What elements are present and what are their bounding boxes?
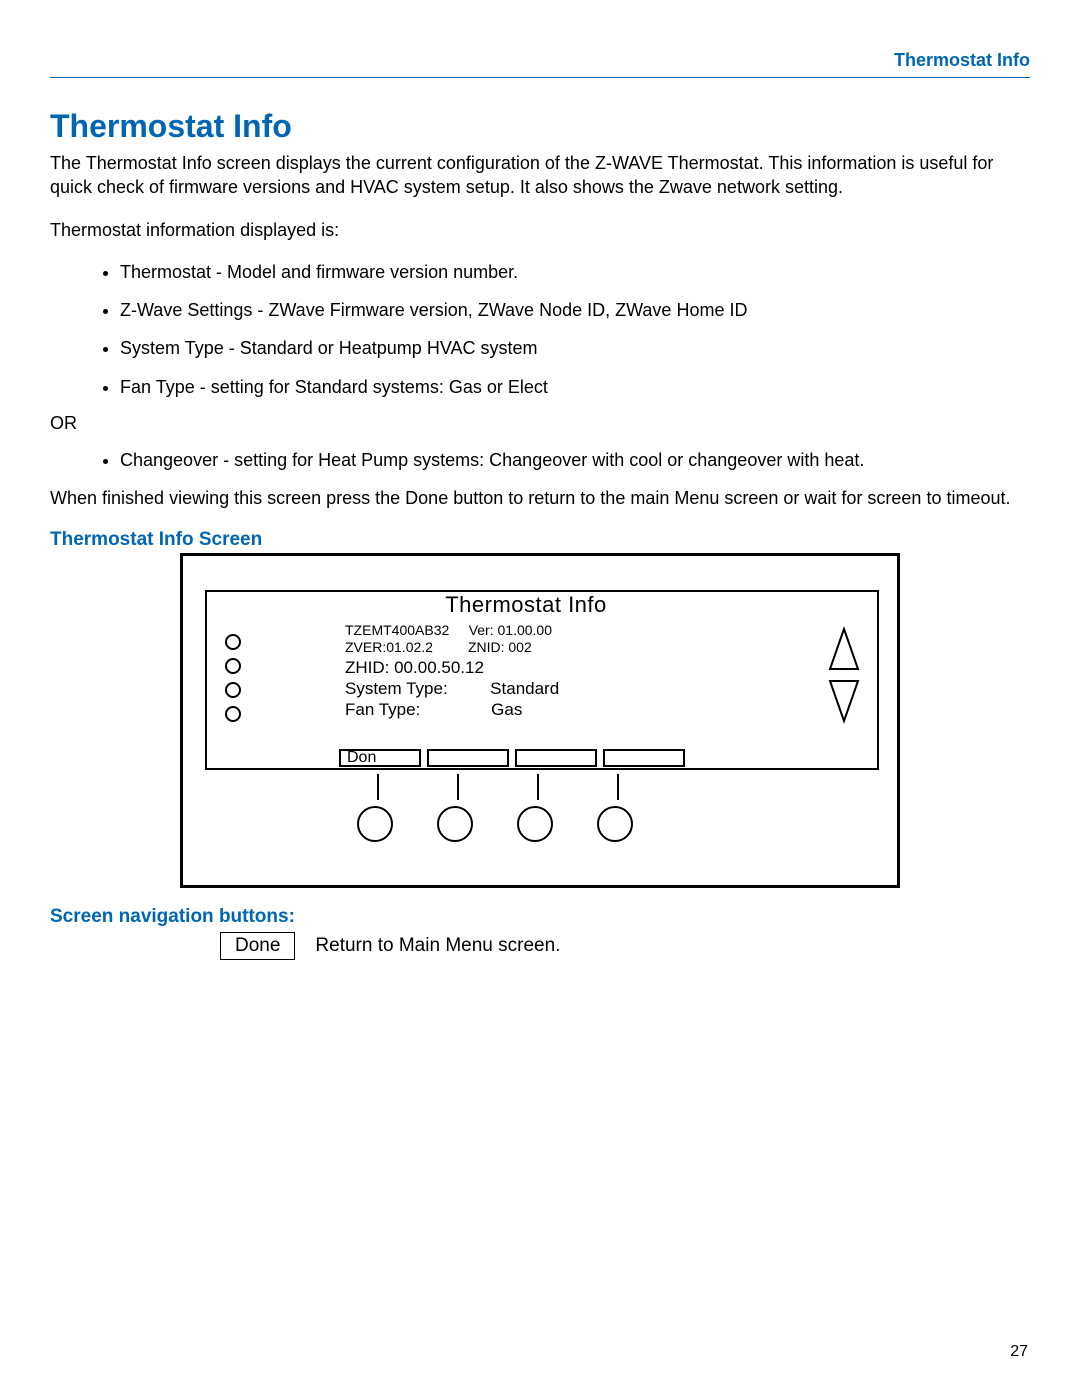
softkey-connector-lines <box>377 774 619 800</box>
page-title: Thermostat Info <box>50 108 1030 145</box>
lcd-line: ZHID: 00.00.50.12 <box>311 657 741 678</box>
list-item: Fan Type - setting for Standard systems:… <box>120 375 1030 399</box>
finish-paragraph: When finished viewing this screen press … <box>50 486 1030 510</box>
bottom-button-icon[interactable] <box>597 806 633 842</box>
left-button-column <box>225 634 241 722</box>
info-bullets-b: Changeover - setting for Heat Pump syste… <box>50 448 1030 472</box>
softkey-blank[interactable] <box>515 749 597 767</box>
done-button[interactable]: Done <box>220 932 295 960</box>
list-item: System Type - Standard or Heatpump HVAC … <box>120 336 1030 360</box>
down-arrow-icon[interactable] <box>827 678 861 724</box>
connector-line <box>377 774 379 800</box>
document-page: Thermostat Info Thermostat Info The Ther… <box>0 0 1080 1397</box>
lcd-line: TZEMT400AB32 Ver: 01.00.00 <box>311 622 741 640</box>
side-button-icon[interactable] <box>225 634 241 650</box>
side-button-icon[interactable] <box>225 706 241 722</box>
page-number: 27 <box>1010 1343 1028 1361</box>
thermostat-diagram: Thermostat Info TZEMT400AB32 Ver: 01.00.… <box>180 553 900 888</box>
connector-line <box>537 774 539 800</box>
lcd-line: ZVER:01.02.2 ZNID: 002 <box>311 639 741 657</box>
side-button-icon[interactable] <box>225 658 241 674</box>
connector-line <box>617 774 619 800</box>
nav-caption: Screen navigation buttons: <box>50 906 1030 928</box>
bottom-button-row <box>357 806 633 842</box>
softkey-blank[interactable] <box>603 749 685 767</box>
thermostat-faceplate: Thermostat Info TZEMT400AB32 Ver: 01.00.… <box>180 553 900 888</box>
lcd-title: Thermostat Info <box>311 592 741 618</box>
softkey-blank[interactable] <box>427 749 509 767</box>
or-text: OR <box>50 413 1030 434</box>
nav-legend-row: Done Return to Main Menu screen. <box>50 932 1030 960</box>
done-button-description: Return to Main Menu screen. <box>315 935 560 957</box>
list-item: Thermostat - Model and firmware version … <box>120 260 1030 284</box>
header-section-label: Thermostat Info <box>50 50 1030 77</box>
intro-paragraph: The Thermostat Info screen displays the … <box>50 151 1030 200</box>
side-button-icon[interactable] <box>225 682 241 698</box>
list-item: Z-Wave Settings - ZWave Firmware version… <box>120 298 1030 322</box>
displayed-is-line: Thermostat information displayed is: <box>50 218 1030 242</box>
connector-line <box>457 774 459 800</box>
softkey-done[interactable]: Don <box>339 749 421 767</box>
up-arrow-icon[interactable] <box>827 626 861 672</box>
bottom-button-icon[interactable] <box>517 806 553 842</box>
lcd-line: System Type: Standard <box>311 678 741 699</box>
info-bullets-a: Thermostat - Model and firmware version … <box>50 260 1030 399</box>
lcd-line: Fan Type: Gas <box>311 699 741 720</box>
screen-caption: Thermostat Info Screen <box>50 529 1030 551</box>
header-rule <box>50 77 1030 78</box>
bottom-button-icon[interactable] <box>357 806 393 842</box>
bottom-button-icon[interactable] <box>437 806 473 842</box>
list-item: Changeover - setting for Heat Pump syste… <box>120 448 1030 472</box>
lcd-content: Thermostat Info TZEMT400AB32 Ver: 01.00.… <box>311 592 741 770</box>
softkey-row: Don <box>339 749 685 767</box>
